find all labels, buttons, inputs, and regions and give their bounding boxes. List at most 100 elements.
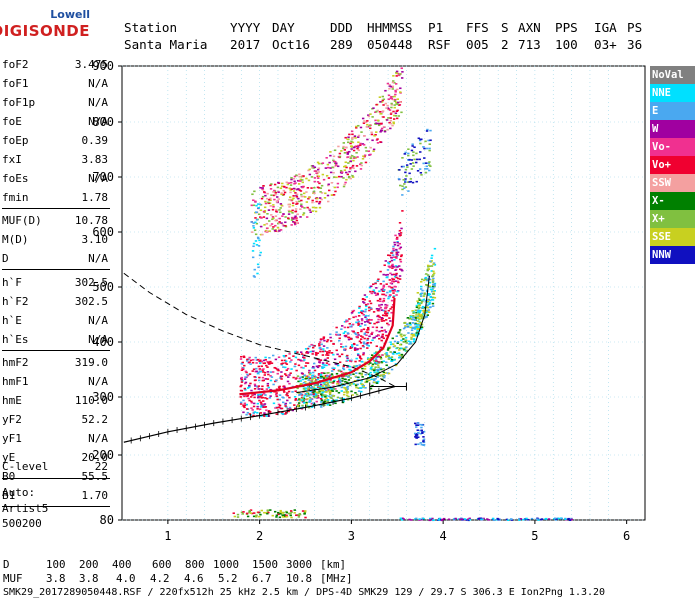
echo-point xyxy=(242,355,246,358)
echo-point xyxy=(379,130,382,133)
echo-point xyxy=(384,260,387,262)
echo-point xyxy=(375,362,379,365)
echo-point xyxy=(262,371,265,373)
param-value: 302.5 xyxy=(74,295,108,308)
echo-point xyxy=(391,265,395,268)
echo-point xyxy=(400,254,403,256)
echo-point xyxy=(431,280,435,282)
echo-point xyxy=(366,326,370,329)
echo-point xyxy=(308,406,311,409)
echo-point xyxy=(316,384,319,387)
echo-point xyxy=(265,364,268,367)
echo-point xyxy=(298,377,301,380)
echo-point xyxy=(415,180,418,183)
echo-point xyxy=(381,354,384,356)
echo-point xyxy=(316,352,320,354)
echo-point xyxy=(304,376,308,378)
echo-point xyxy=(304,389,307,391)
echo-point xyxy=(260,225,263,228)
digisonde-logo: Lowell DIGISONDE xyxy=(0,6,92,42)
echo-point xyxy=(360,330,363,333)
echo-point xyxy=(308,209,312,211)
echo-point xyxy=(321,173,325,176)
echo-point xyxy=(269,395,272,397)
echo-point xyxy=(366,347,369,349)
echo-point xyxy=(293,216,297,219)
echo-point xyxy=(369,371,372,374)
echo-point xyxy=(420,315,424,317)
echo-point xyxy=(393,95,396,98)
echo-point xyxy=(388,260,392,263)
echo-point xyxy=(287,209,291,212)
echo-point xyxy=(380,320,384,322)
echo-point xyxy=(258,360,261,363)
echo-point xyxy=(279,229,283,231)
echo-point xyxy=(379,113,382,115)
echo-point xyxy=(415,332,418,334)
echo-point xyxy=(383,312,387,314)
echo-point xyxy=(276,222,280,225)
separator xyxy=(2,269,110,270)
echo-point xyxy=(345,355,348,358)
echo-point xyxy=(338,361,342,364)
echo-point xyxy=(322,375,326,378)
echo-point xyxy=(387,265,391,268)
y-tick-label: 80 xyxy=(100,513,114,527)
y-tick-label: 900 xyxy=(92,59,114,73)
echo-point xyxy=(324,389,328,392)
echo-point xyxy=(392,353,395,355)
echo-point xyxy=(400,339,403,342)
echo-point xyxy=(321,389,324,392)
echo-point xyxy=(313,180,316,183)
echo-point xyxy=(429,260,432,263)
echo-point xyxy=(364,387,367,389)
echo-point xyxy=(426,304,429,306)
echo-point xyxy=(276,230,280,233)
legend-item-noval: NoVal xyxy=(650,66,695,84)
echo-point xyxy=(343,183,346,186)
echo-point xyxy=(309,381,313,384)
param-row: fmin 1.78 xyxy=(2,191,108,206)
echo-point xyxy=(242,394,245,397)
echo-point xyxy=(387,94,391,97)
echo-point xyxy=(329,336,332,339)
echo-point xyxy=(300,399,304,401)
echo-point xyxy=(336,376,339,379)
echo-point xyxy=(396,342,399,345)
echo-point xyxy=(430,270,433,272)
param-value: 110.0 xyxy=(74,394,108,407)
echo-point xyxy=(398,356,402,358)
echo-point xyxy=(363,310,367,313)
echo-point xyxy=(428,147,431,150)
param-value: 52.2 xyxy=(81,413,109,426)
echo-point xyxy=(328,404,332,406)
echo-point xyxy=(318,386,322,389)
echo-point xyxy=(274,215,278,217)
echo-point xyxy=(379,129,383,132)
echo-point xyxy=(257,379,261,382)
echo-point xyxy=(362,384,365,387)
echo-point xyxy=(316,168,320,171)
echo-point xyxy=(317,373,321,375)
footer-info: SMK29_2017289050448.RSF / 220fx512h 25 k… xyxy=(3,587,606,598)
echo-point xyxy=(418,320,421,323)
echo-point xyxy=(327,385,330,387)
echo-point xyxy=(253,229,257,232)
echo-point xyxy=(305,177,308,180)
echo-point xyxy=(257,237,260,240)
echo-point xyxy=(375,326,379,329)
echo-point xyxy=(354,157,358,159)
echo-point xyxy=(399,246,403,249)
echo-point xyxy=(248,373,252,375)
echo-point xyxy=(301,186,305,188)
echo-point xyxy=(318,341,322,343)
echo-point xyxy=(316,366,320,369)
echo-point xyxy=(272,383,275,386)
echo-point xyxy=(270,223,274,225)
echo-point xyxy=(259,401,263,404)
echo-point xyxy=(283,191,287,194)
echo-point xyxy=(332,159,335,162)
echo-point xyxy=(374,119,377,122)
echo-point xyxy=(395,272,398,275)
echo-point xyxy=(354,384,358,387)
